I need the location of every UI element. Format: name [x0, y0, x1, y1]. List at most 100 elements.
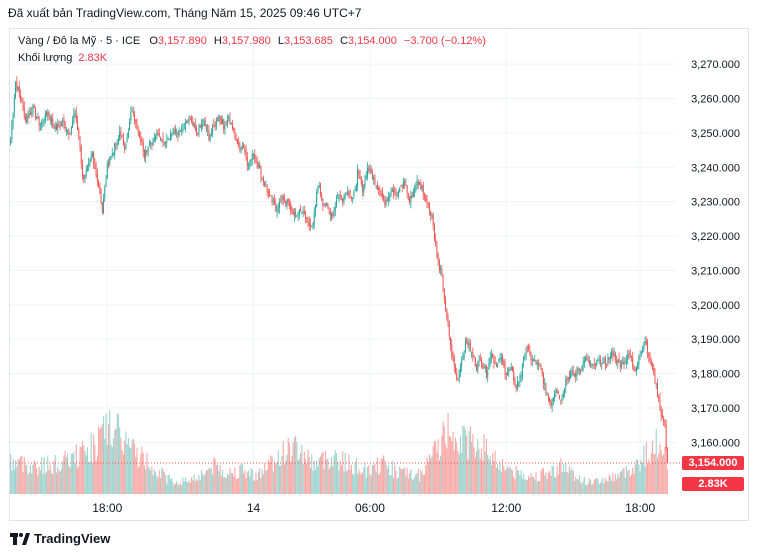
volume-bar — [49, 464, 51, 494]
candle-body — [617, 359, 619, 364]
volume-bar — [22, 472, 24, 494]
candle-body — [645, 341, 647, 344]
candle-body — [327, 203, 329, 208]
volume-bar — [547, 472, 549, 494]
candle-body — [160, 137, 162, 140]
candle-body — [502, 356, 504, 363]
open-label: O — [149, 35, 158, 47]
candle-body — [321, 194, 323, 200]
volume-bar — [651, 440, 654, 494]
candle-body — [540, 366, 542, 369]
volume-bar — [402, 469, 404, 494]
candle-body — [125, 143, 127, 150]
candle-body — [622, 361, 624, 365]
volume-bar — [539, 480, 541, 494]
volume-bar — [598, 483, 600, 494]
volume-bar — [344, 453, 346, 494]
low-value: 3,153.685 — [283, 35, 333, 47]
candle-body — [575, 373, 577, 377]
volume-bar — [304, 459, 307, 494]
volume-bar — [234, 467, 236, 494]
volume-bar — [259, 468, 261, 494]
volume-bar — [452, 431, 454, 494]
volume-bar — [190, 477, 193, 494]
volume-bar — [28, 472, 30, 494]
candle-body — [459, 365, 461, 372]
volume-bar — [217, 464, 219, 494]
candle-body — [70, 126, 72, 134]
footer-brand[interactable]: TradingView — [10, 531, 110, 546]
candle-body — [98, 182, 100, 187]
candle-body — [265, 186, 267, 187]
candle-body — [629, 353, 631, 356]
candle-body — [272, 200, 274, 202]
volume-bar — [604, 478, 606, 494]
candle-body — [269, 193, 271, 195]
volume-bar — [313, 460, 315, 494]
volume-bar — [177, 483, 179, 494]
volume-bar — [78, 465, 80, 494]
candle-body — [533, 359, 535, 362]
volume-bar — [52, 474, 54, 494]
candle-body — [264, 182, 266, 187]
candle-body — [158, 134, 160, 137]
volume-bar — [95, 460, 97, 494]
candle-body — [74, 112, 76, 114]
volume-bar — [33, 460, 35, 494]
candle-body — [401, 185, 403, 187]
candle-body — [155, 135, 157, 140]
candle-body — [256, 161, 258, 168]
candle-body — [371, 172, 373, 180]
volume-bar — [524, 479, 526, 494]
candle-body — [317, 187, 319, 192]
volume-bar — [609, 476, 611, 494]
candle-body — [430, 210, 432, 216]
candle-body — [340, 195, 342, 198]
candle-body — [665, 425, 667, 449]
candle-body — [307, 219, 309, 223]
volume-bar — [658, 453, 660, 494]
volume-bar — [167, 475, 169, 494]
candle-body — [436, 245, 438, 256]
volume-bar — [288, 442, 290, 494]
volume-bar — [342, 451, 344, 494]
candle-body — [421, 185, 423, 189]
volume-bar — [10, 454, 12, 494]
volume-bar — [627, 471, 629, 494]
candle-body — [148, 143, 150, 146]
volume-bar — [213, 457, 215, 494]
candle-body — [262, 178, 264, 183]
volume-bar — [290, 461, 292, 494]
candle-body — [510, 366, 512, 370]
volume-bar — [482, 460, 484, 494]
volume-bar — [643, 445, 645, 494]
candle-body — [411, 195, 413, 198]
volume-bar — [251, 469, 253, 494]
candle-body — [236, 140, 238, 144]
volume-bar — [614, 474, 616, 494]
candle-body — [514, 379, 516, 386]
volume-bar — [655, 429, 657, 494]
volume-bar — [347, 469, 349, 494]
volume-legend: Khối lượng 2.83K — [18, 52, 107, 64]
candle-body — [213, 124, 215, 126]
candle-body — [583, 360, 585, 364]
volume-bar — [110, 444, 112, 494]
candle-body — [302, 211, 304, 213]
volume-bar — [153, 469, 155, 494]
volume-bar — [277, 450, 279, 494]
candle-body — [111, 153, 113, 157]
volume-bar — [480, 448, 483, 494]
volume-bar — [597, 478, 599, 494]
chart-panel[interactable] — [9, 28, 749, 521]
candle-body — [39, 125, 41, 127]
volume-bar — [457, 450, 459, 494]
volume-bar — [329, 466, 331, 494]
candle-body — [369, 168, 371, 170]
candle-body — [572, 370, 574, 375]
y-tick-label: 3,200.000 — [691, 300, 740, 312]
candle-body — [332, 213, 334, 216]
volume-bar — [112, 438, 115, 494]
low-label: L — [277, 35, 284, 47]
